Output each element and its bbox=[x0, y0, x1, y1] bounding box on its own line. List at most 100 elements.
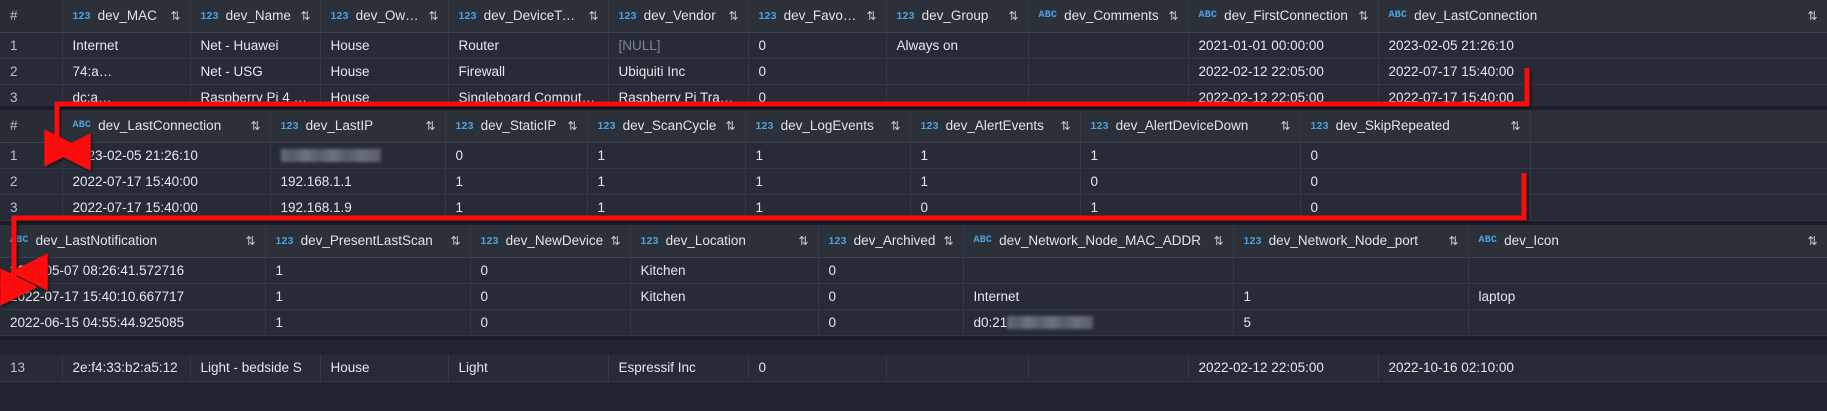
table-cell[interactable] bbox=[1028, 32, 1189, 59]
sort-toggle-icon[interactable]: ⇅ bbox=[890, 118, 900, 133]
table-cell[interactable]: 2022-02-12 22:05:00 bbox=[1188, 58, 1379, 85]
table-body[interactable]: 1 2023-02-05 21:26:10 0 1 1 1 1 0 2 2022-07-17 15… bbox=[0, 142, 1827, 221]
table-cell[interactable]: 2022-07-17 15:40:00 bbox=[62, 168, 271, 195]
table-cell[interactable]: 74:a bbox=[62, 58, 191, 85]
table-cell[interactable]: 0 bbox=[748, 355, 887, 382]
table-cell[interactable] bbox=[1028, 58, 1189, 85]
sort-toggle-icon[interactable]: ⇅ bbox=[943, 233, 953, 248]
sort-toggle-icon[interactable]: ⇅ bbox=[1008, 8, 1018, 23]
table-cell[interactable]: Light bbox=[448, 355, 609, 382]
table-cell[interactable]: 2022-07-17 15:40:10.667717 bbox=[0, 283, 266, 310]
table-cell[interactable]: 1 bbox=[910, 142, 1081, 169]
column-header-dev-lastip[interactable]: 123 dev_LastIP ⇅ bbox=[270, 110, 446, 143]
table-cell[interactable]: 2023-02-05 21:26:10 bbox=[1378, 32, 1827, 59]
table-row[interactable]: 3 2022-07-17 15:40:00 192.168.1.9 1 1 1 0 1 0 bbox=[0, 194, 1827, 221]
sort-toggle-icon[interactable]: ⇅ bbox=[1213, 233, 1223, 248]
sort-toggle-icon[interactable]: ⇅ bbox=[798, 233, 808, 248]
table-cell[interactable]: 2022-10-16 02:10:00 bbox=[1378, 355, 1827, 382]
column-header-dev-scancycle[interactable]: 123 dev_ScanCycle ⇅ bbox=[587, 110, 746, 143]
sort-toggle-icon[interactable]: ⇅ bbox=[1168, 8, 1178, 23]
row-number-cell[interactable]: 13 bbox=[0, 355, 63, 382]
column-header-dev-location[interactable]: 123 dev_Location ⇅ bbox=[630, 225, 819, 258]
table-cell[interactable] bbox=[1468, 309, 1827, 336]
table-cell[interactable]: 0 bbox=[470, 309, 631, 336]
table-cell[interactable]: d0:21 bbox=[963, 309, 1234, 336]
table-cell[interactable] bbox=[1028, 355, 1189, 382]
column-header-dev-comments[interactable]: ABC dev_Comments ⇅ bbox=[1028, 0, 1189, 33]
table-cell[interactable]: 192.168.1.1 bbox=[270, 168, 446, 195]
table-cell[interactable]: Kitchen bbox=[630, 257, 819, 284]
table-cell[interactable]: 192.168.1.9 bbox=[270, 194, 446, 221]
column-header-dev-group[interactable]: 123 dev_Group ⇅ bbox=[886, 0, 1029, 33]
column-header-dev-lastconnection[interactable]: ABC dev_LastConnection ⇅ bbox=[62, 110, 271, 143]
table-cell[interactable] bbox=[1530, 142, 1827, 169]
table-cell[interactable]: 0 bbox=[1080, 168, 1301, 195]
table-cell[interactable]: 1 bbox=[745, 142, 911, 169]
table-cell[interactable] bbox=[1233, 257, 1469, 284]
table-cell[interactable]: 0 bbox=[470, 257, 631, 284]
table-cell[interactable]: 0 bbox=[1300, 142, 1531, 169]
table-cell[interactable]: 2023-02-05 21:26:10 bbox=[62, 142, 271, 169]
table-cell[interactable] bbox=[1468, 257, 1827, 284]
table-body[interactable]: 2023-05-07 08:26:41.572716 1 0 Kitchen 0 2022… bbox=[0, 257, 1827, 336]
table-row[interactable]: 2022-07-17 15:40:10.667717 1 0 Kitchen 0 Inte… bbox=[0, 283, 1827, 310]
sort-toggle-icon[interactable]: ⇅ bbox=[428, 8, 438, 23]
table-row[interactable]: 2023-05-07 08:26:41.572716 1 0 Kitchen 0 bbox=[0, 257, 1827, 284]
column-header-dev-staticip[interactable]: 123 dev_StaticIP ⇅ bbox=[445, 110, 588, 143]
sort-toggle-icon[interactable]: ⇅ bbox=[1448, 233, 1458, 248]
row-number-cell[interactable]: 3 bbox=[0, 84, 63, 110]
column-header-dev-icon[interactable]: ABC dev_Icon ⇅ bbox=[1468, 225, 1827, 258]
sort-toggle-icon[interactable]: ⇅ bbox=[725, 118, 735, 133]
table-cell[interactable]: 0 bbox=[818, 283, 964, 310]
sort-toggle-icon[interactable]: ⇅ bbox=[610, 233, 620, 248]
table-cell[interactable]: 1 bbox=[445, 168, 588, 195]
table-cell[interactable]: Router bbox=[448, 32, 609, 59]
table-cell[interactable]: 2022-07-17 15:40:00 bbox=[62, 194, 271, 221]
sort-toggle-icon[interactable]: ⇅ bbox=[450, 233, 460, 248]
sort-toggle-icon[interactable]: ⇅ bbox=[1060, 118, 1070, 133]
sort-toggle-icon[interactable]: ⇅ bbox=[1807, 8, 1817, 23]
table-cell[interactable]: 0 bbox=[748, 58, 887, 85]
sort-toggle-icon[interactable]: ⇅ bbox=[1807, 233, 1817, 248]
sort-toggle-icon[interactable]: ⇅ bbox=[588, 8, 598, 23]
table-row[interactable]: 13 2e:f4:33:b2:a5:12 Light - bedside S Hous… bbox=[0, 355, 1827, 382]
table-cell[interactable]: 1 bbox=[1080, 142, 1301, 169]
column-header-rownum[interactable]: # bbox=[0, 0, 63, 33]
table-cell[interactable]: Always on bbox=[886, 32, 1029, 59]
sort-toggle-icon[interactable]: ⇅ bbox=[245, 233, 255, 248]
table-cell[interactable]: 0 bbox=[748, 32, 887, 59]
sort-toggle-icon[interactable]: ⇅ bbox=[300, 8, 310, 23]
result-grid-panel-1[interactable]: # 123 dev_MAC ⇅ 123 dev_Name ⇅ 123 dev bbox=[0, 0, 1827, 110]
table-cell[interactable]: 0 bbox=[445, 142, 588, 169]
table-cell[interactable] bbox=[270, 142, 446, 169]
devices-table-part-3[interactable]: ABC dev_LastNotification ⇅ 123 dev_Prese… bbox=[0, 225, 1827, 336]
table-cell[interactable]: 1 bbox=[587, 194, 746, 221]
column-header-dev-skiprepeated[interactable]: 123 dev_SkipRepeated ⇅ bbox=[1300, 110, 1531, 143]
result-grid-panel-2[interactable]: # ABC dev_LastConnection ⇅ 123 dev_LastI… bbox=[0, 110, 1827, 225]
table-row[interactable]: 2022-06-15 04:55:44.925085 1 0 0 d0:21 5 bbox=[0, 309, 1827, 336]
column-header-dev-favorite[interactable]: 123 dev_Favorite ⇅ bbox=[748, 0, 887, 33]
table-cell[interactable]: House bbox=[320, 355, 449, 382]
sort-toggle-icon[interactable]: ⇅ bbox=[170, 8, 180, 23]
table-cell[interactable] bbox=[1530, 168, 1827, 195]
table-row[interactable]: 2 2022-07-17 15:40:00 192.168.1.1 1 1 1 1 0 0 bbox=[0, 168, 1827, 195]
row-number-cell[interactable]: 1 bbox=[0, 142, 63, 169]
table-cell[interactable]: 2022-06-15 04:55:44.925085 bbox=[0, 309, 266, 336]
column-header-dev-logevents[interactable]: 123 dev_LogEvents ⇅ bbox=[745, 110, 911, 143]
table-cell[interactable]: 2021-01-01 00:00:00 bbox=[1188, 32, 1379, 59]
table-cell[interactable]: 2022-07-17 15:40:00 bbox=[1378, 58, 1827, 85]
table-body[interactable]: 13 2e:f4:33:b2:a5:12 Light - bedside S Hous… bbox=[0, 355, 1827, 382]
column-header-dev-archived[interactable]: 123 dev_Archived ⇅ bbox=[818, 225, 964, 258]
row-number-cell[interactable]: 2 bbox=[0, 58, 63, 85]
table-cell[interactable]: 1 bbox=[587, 168, 746, 195]
table-cell[interactable]: 5 bbox=[1233, 309, 1469, 336]
column-header-dev-newdevice[interactable]: 123 dev_NewDevice ⇅ bbox=[470, 225, 631, 258]
column-header-dev-lastnotification[interactable]: ABC dev_LastNotification ⇅ bbox=[0, 225, 266, 258]
table-cell[interactable]: 0 bbox=[818, 309, 964, 336]
sort-toggle-icon[interactable]: ⇅ bbox=[250, 118, 260, 133]
column-header-dev-firstconnection[interactable]: ABC dev_FirstConnection ⇅ bbox=[1188, 0, 1379, 33]
table-cell[interactable]: 1 bbox=[745, 168, 911, 195]
table-cell[interactable]: 0 bbox=[910, 194, 1081, 221]
column-header-dev-lastconnection[interactable]: ABC dev_LastConnection ⇅ bbox=[1378, 0, 1827, 33]
column-header-dev-network-node-port[interactable]: 123 dev_Network_Node_port ⇅ bbox=[1233, 225, 1469, 258]
